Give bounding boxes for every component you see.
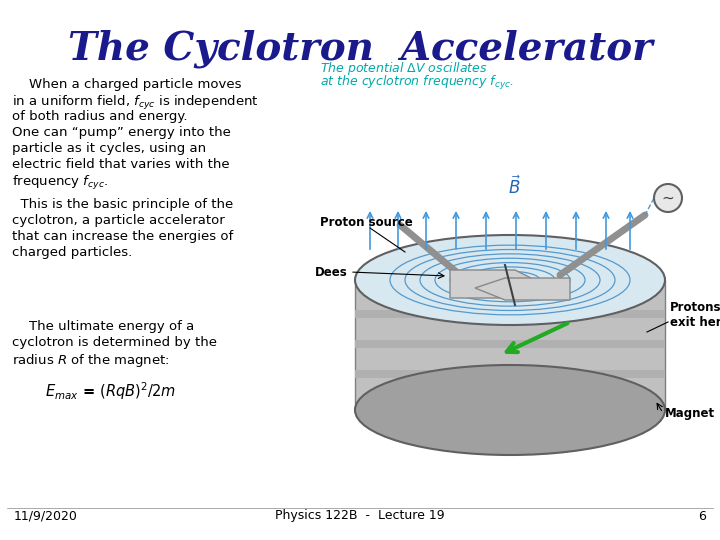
Ellipse shape: [355, 235, 665, 325]
Text: frequency $f_{cyc}$.: frequency $f_{cyc}$.: [12, 174, 109, 192]
Polygon shape: [475, 278, 570, 300]
Text: Physics 122B  -  Lecture 19: Physics 122B - Lecture 19: [275, 510, 445, 523]
Text: that can increase the energies of: that can increase the energies of: [12, 230, 233, 243]
Text: Protons
exit here: Protons exit here: [670, 301, 720, 329]
Text: of both radius and energy.: of both radius and energy.: [12, 110, 187, 123]
Text: radius $R$ of the magnet:: radius $R$ of the magnet:: [12, 352, 170, 369]
Text: cyclotron is determined by the: cyclotron is determined by the: [12, 336, 217, 349]
Circle shape: [654, 184, 682, 212]
Text: When a charged particle moves: When a charged particle moves: [12, 78, 241, 91]
Text: charged particles.: charged particles.: [12, 246, 132, 259]
Text: $E_{max}$ = $(RqB)^2/2m$: $E_{max}$ = $(RqB)^2/2m$: [45, 380, 176, 402]
Text: This is the basic principle of the: This is the basic principle of the: [12, 198, 233, 211]
Text: electric field that varies with the: electric field that varies with the: [12, 158, 230, 171]
Text: The ultimate energy of a: The ultimate energy of a: [12, 320, 194, 333]
Text: at the cyclotron frequency $f_{cyc}$.: at the cyclotron frequency $f_{cyc}$.: [320, 74, 513, 92]
Polygon shape: [450, 270, 545, 298]
Text: Magnet: Magnet: [665, 407, 715, 420]
Text: One can “pump” energy into the: One can “pump” energy into the: [12, 126, 231, 139]
Polygon shape: [355, 370, 665, 378]
Text: cyclotron, a particle accelerator: cyclotron, a particle accelerator: [12, 214, 225, 227]
Text: in a uniform field, $f_{cyc}$ is independent: in a uniform field, $f_{cyc}$ is indepen…: [12, 94, 258, 112]
Text: Dees: Dees: [315, 266, 348, 279]
Text: 11/9/2020: 11/9/2020: [14, 510, 78, 523]
Polygon shape: [355, 340, 665, 348]
Polygon shape: [355, 280, 665, 410]
Text: 6: 6: [698, 510, 706, 523]
Text: The Cyclotron  Accelerator: The Cyclotron Accelerator: [68, 30, 652, 69]
Text: Proton source: Proton source: [320, 215, 413, 228]
Text: ~: ~: [662, 191, 675, 206]
Text: particle as it cycles, using an: particle as it cycles, using an: [12, 142, 206, 155]
Ellipse shape: [355, 365, 665, 455]
Text: The potential $\Delta V$ oscillates: The potential $\Delta V$ oscillates: [320, 60, 488, 77]
Polygon shape: [355, 310, 665, 318]
Text: $\vec{B}$: $\vec{B}$: [508, 176, 521, 198]
